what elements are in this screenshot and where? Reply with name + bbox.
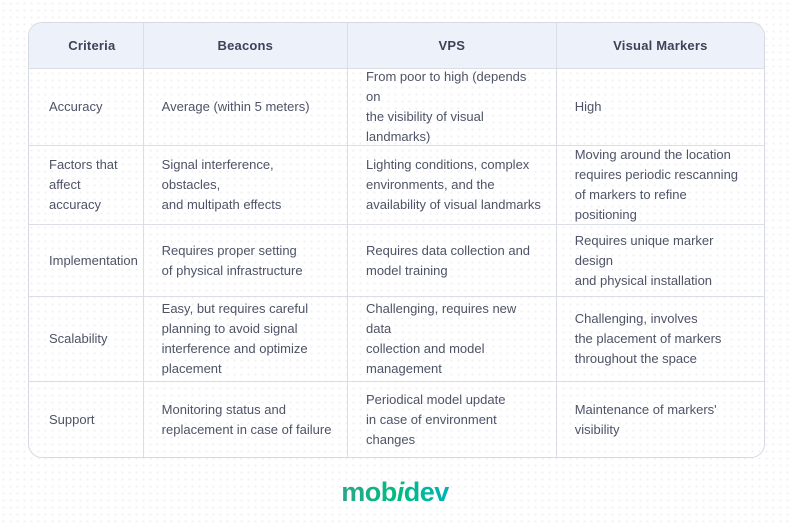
scalability-beacons-cell: Easy, but requires careful planning to a… bbox=[143, 296, 348, 381]
scalability-vps-cell: Challenging, requires new data collectio… bbox=[347, 296, 557, 381]
support-vps-cell: Periodical model update in case of envir… bbox=[347, 381, 557, 457]
implementation-visual-markers-cell: Requires unique marker design and physic… bbox=[556, 224, 764, 296]
scalability-visual-markers-cell: Challenging, involves the placement of m… bbox=[556, 296, 764, 381]
mobidev-logo: mobidev bbox=[341, 477, 449, 508]
support-visual-markers-cell: Maintenance of markers' visibility bbox=[556, 381, 764, 457]
accuracy-vps-cell: From poor to high (depends on the visibi… bbox=[347, 68, 557, 145]
footer: mobidev bbox=[0, 477, 790, 508]
implementation-beacons-cell: Requires proper setting of physical infr… bbox=[143, 224, 348, 296]
implementation-vps-cell: Requires data collection and model train… bbox=[347, 224, 557, 296]
row-label-scalability: Scalability bbox=[29, 296, 144, 381]
row-label-factors: Factors that affect accuracy bbox=[29, 145, 144, 224]
support-beacons-cell: Monitoring status and replacement in cas… bbox=[143, 381, 348, 457]
row-label-implementation: Implementation bbox=[29, 224, 144, 296]
logo-part-mob: mob bbox=[341, 477, 397, 507]
factors-vps-cell: Lighting conditions, complex environment… bbox=[347, 145, 557, 224]
factors-beacons-cell: Signal interference, obstacles, and mult… bbox=[143, 145, 348, 224]
column-header-beacons: Beacons bbox=[143, 23, 348, 68]
row-label-accuracy: Accuracy bbox=[29, 68, 144, 145]
column-header-criteria: Criteria bbox=[29, 23, 144, 68]
factors-visual-markers-cell: Moving around the location requires peri… bbox=[556, 145, 764, 224]
comparison-table: Criteria Beacons VPS Visual Markers Accu… bbox=[28, 22, 765, 458]
logo-part-i: i bbox=[396, 477, 404, 507]
column-header-vps: VPS bbox=[347, 23, 557, 68]
row-label-support: Support bbox=[29, 381, 144, 457]
accuracy-visual-markers-cell: High bbox=[556, 68, 764, 145]
accuracy-beacons-cell: Average (within 5 meters) bbox=[143, 68, 348, 145]
column-header-visual-markers: Visual Markers bbox=[556, 23, 764, 68]
logo-part-dev: dev bbox=[403, 477, 449, 507]
